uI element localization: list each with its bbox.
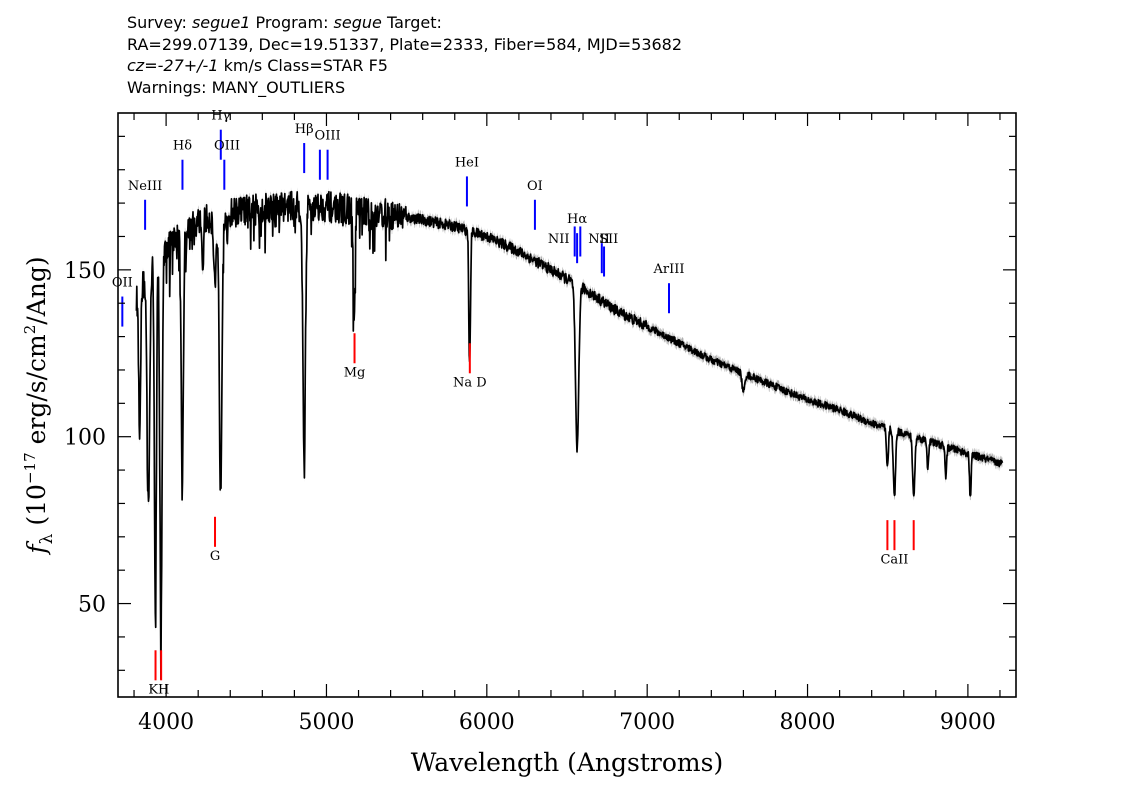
ylabel-f: f xyxy=(22,541,51,556)
axis-ticks: 4000 5000 6000 7000 8000 9000 50 100 150 xyxy=(64,113,1016,735)
x-tick-label: 8000 xyxy=(780,710,836,735)
spectrum-header: Survey: segue1 Program: segue Target: RA… xyxy=(127,12,682,98)
x-tick-label: 7000 xyxy=(619,710,675,735)
x-tick-label: 9000 xyxy=(940,710,996,735)
absorption-line-label: G xyxy=(210,549,220,564)
plot-frame xyxy=(117,112,1017,698)
header-line-warnings: Warnings: MANY_OUTLIERS xyxy=(127,77,346,97)
emission-line-label: NII xyxy=(588,232,610,247)
ylabel-sub: λ xyxy=(37,533,57,544)
absorption-line-label: Mg xyxy=(344,366,366,381)
error-band xyxy=(136,186,1003,684)
y-tick-label: 150 xyxy=(64,259,106,284)
absorption-line-label: CaII xyxy=(880,553,908,568)
ylabel-post: /Ang) xyxy=(22,256,51,324)
x-axis-title: Wavelength (Angstroms) xyxy=(411,748,723,777)
ylabel-exp: −17 xyxy=(21,452,39,484)
y-axis-title: fλ (10−17 erg/s/cm2/Ang) xyxy=(21,256,57,555)
ylabel-mid: erg/s/cm xyxy=(22,334,51,452)
emission-line-label: SII xyxy=(599,232,618,247)
program-name: segue xyxy=(333,13,382,32)
emission-line-label: Hγ xyxy=(211,109,230,124)
cz-value: =-27+/-1 xyxy=(144,56,219,75)
spectrum-layer xyxy=(135,190,1004,680)
emission-line-label: ArIII xyxy=(652,262,684,277)
y-tick-label: 50 xyxy=(78,593,106,618)
ylabel-pre: (10 xyxy=(22,484,51,534)
x-tick-label: 6000 xyxy=(459,710,515,735)
emission-line-label: Hα xyxy=(567,212,587,227)
survey-name: segue1 xyxy=(191,13,251,32)
header-line-coords: RA=299.07139, Dec=19.51337, Plate=2333, … xyxy=(127,34,683,54)
ylabel-exp2: 2 xyxy=(21,325,39,335)
emission-line-label: OIII xyxy=(214,139,240,154)
header-line-survey: Survey: segue1 Program: segue Target: xyxy=(127,12,682,34)
cz-prefix: cz xyxy=(127,56,145,75)
header-line-cz: cz=-27+/-1 km/s Class=STAR F5 xyxy=(127,55,682,77)
emission-line-label: OII xyxy=(112,276,133,291)
emission-line-label: NeIII xyxy=(128,179,162,194)
spectrum-line xyxy=(135,190,1004,680)
emission-line-label: OIII xyxy=(315,129,341,144)
absorption-line-label: H xyxy=(158,683,169,698)
error-band-layer xyxy=(136,186,1003,684)
x-tick-label: 4000 xyxy=(138,710,194,735)
emission-line-label: Hβ xyxy=(295,122,314,137)
survey-prefix: Survey: xyxy=(127,13,192,32)
emission-line-label: NII xyxy=(548,232,570,247)
x-tick-label: 5000 xyxy=(298,710,354,735)
emission-line-label: HeI xyxy=(455,155,479,170)
absorption-line-label: K xyxy=(148,683,158,698)
y-tick-label: 100 xyxy=(64,426,106,451)
emission-line-label: Hδ xyxy=(173,139,192,154)
absorption-line-label: Na D xyxy=(453,376,487,391)
program-prefix: Program: xyxy=(250,13,334,32)
target-label: Target: xyxy=(381,13,442,32)
cz-units: km/s Class=STAR F5 xyxy=(218,56,388,75)
emission-line-label: OI xyxy=(527,179,543,194)
